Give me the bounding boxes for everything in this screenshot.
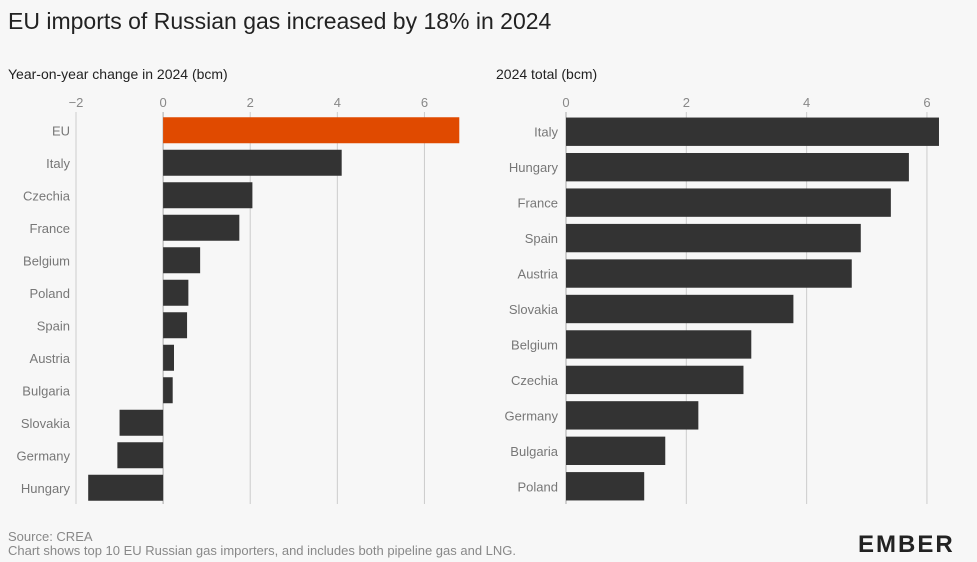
- total-tick-label: 6: [923, 95, 930, 110]
- yoy-bar-italy: [163, 149, 342, 176]
- total-tick-label: 2: [683, 95, 690, 110]
- total-category-label: Italy: [534, 125, 558, 140]
- yoy-category-label: Poland: [30, 286, 70, 301]
- yoy-category-label: Belgium: [23, 253, 70, 268]
- yoy-bar-france: [163, 214, 240, 241]
- yoy-bar-poland: [163, 279, 189, 306]
- yoy-category-label: Czechia: [23, 188, 71, 203]
- total-bar-italy: [566, 117, 939, 146]
- total-bar-germany: [566, 401, 699, 430]
- yoy-bar-belgium: [163, 247, 201, 274]
- yoy-category-label: Italy: [46, 156, 70, 171]
- total-bar-hungary: [566, 153, 909, 182]
- total-category-label: Belgium: [511, 337, 558, 352]
- total-tick-label: 4: [803, 95, 810, 110]
- total-category-label: Poland: [518, 479, 558, 494]
- total-category-label: Germany: [505, 408, 559, 423]
- yoy-bar-eu: [163, 117, 460, 144]
- total-bar-spain: [566, 223, 861, 253]
- total-bar-poland: [566, 472, 645, 501]
- yoy-tick-label: 6: [421, 95, 428, 110]
- yoy-category-label: Austria: [30, 351, 71, 366]
- yoy-bar-austria: [163, 344, 174, 371]
- yoy-tick-label: 0: [159, 95, 166, 110]
- total-category-label: Czechia: [511, 373, 559, 388]
- chart-title: EU imports of Russian gas increased by 1…: [8, 8, 552, 34]
- yoy-bar-bulgaria: [163, 377, 173, 404]
- yoy-category-label: Spain: [37, 318, 70, 333]
- total-category-label: Slovakia: [509, 302, 559, 317]
- yoy-bar-czechia: [163, 182, 253, 209]
- yoy-category-label: Bulgaria: [22, 383, 70, 398]
- yoy-bar-spain: [163, 312, 188, 339]
- ember-logo: EMBER: [858, 531, 955, 558]
- yoy-category-label: EU: [52, 123, 70, 138]
- total-category-label: Austria: [518, 267, 559, 282]
- yoy-bar-germany: [117, 442, 164, 469]
- yoy-tick-label: 4: [334, 95, 341, 110]
- yoy-bar-hungary: [88, 474, 164, 501]
- yoy-bar-slovakia: [119, 409, 164, 436]
- total-category-label: Hungary: [509, 160, 559, 175]
- total-bar-belgium: [566, 330, 752, 359]
- total-category-label: Spain: [525, 231, 558, 246]
- source-note: Source: CREA: [8, 529, 93, 544]
- total-bar-czechia: [566, 365, 744, 395]
- right-chart-subtitle: 2024 total (bcm): [496, 66, 598, 82]
- left-chart-subtitle: Year-on-year change in 2024 (bcm): [8, 66, 228, 82]
- total-bar-france: [566, 188, 891, 217]
- total-bar-austria: [566, 259, 852, 288]
- yoy-category-label: France: [30, 221, 70, 236]
- yoy-category-label: Slovakia: [21, 416, 71, 431]
- total-tick-label: 0: [562, 95, 569, 110]
- chart-note: Chart shows top 10 EU Russian gas import…: [8, 543, 517, 558]
- yoy-category-label: Hungary: [21, 481, 71, 496]
- total-bar-slovakia: [566, 294, 794, 324]
- total-category-label: Bulgaria: [510, 444, 558, 459]
- total-category-label: France: [518, 196, 558, 211]
- yoy-tick-label: 2: [247, 95, 254, 110]
- total-bar-bulgaria: [566, 436, 666, 465]
- yoy-tick-label: −2: [69, 95, 84, 110]
- yoy-category-label: Germany: [17, 448, 71, 463]
